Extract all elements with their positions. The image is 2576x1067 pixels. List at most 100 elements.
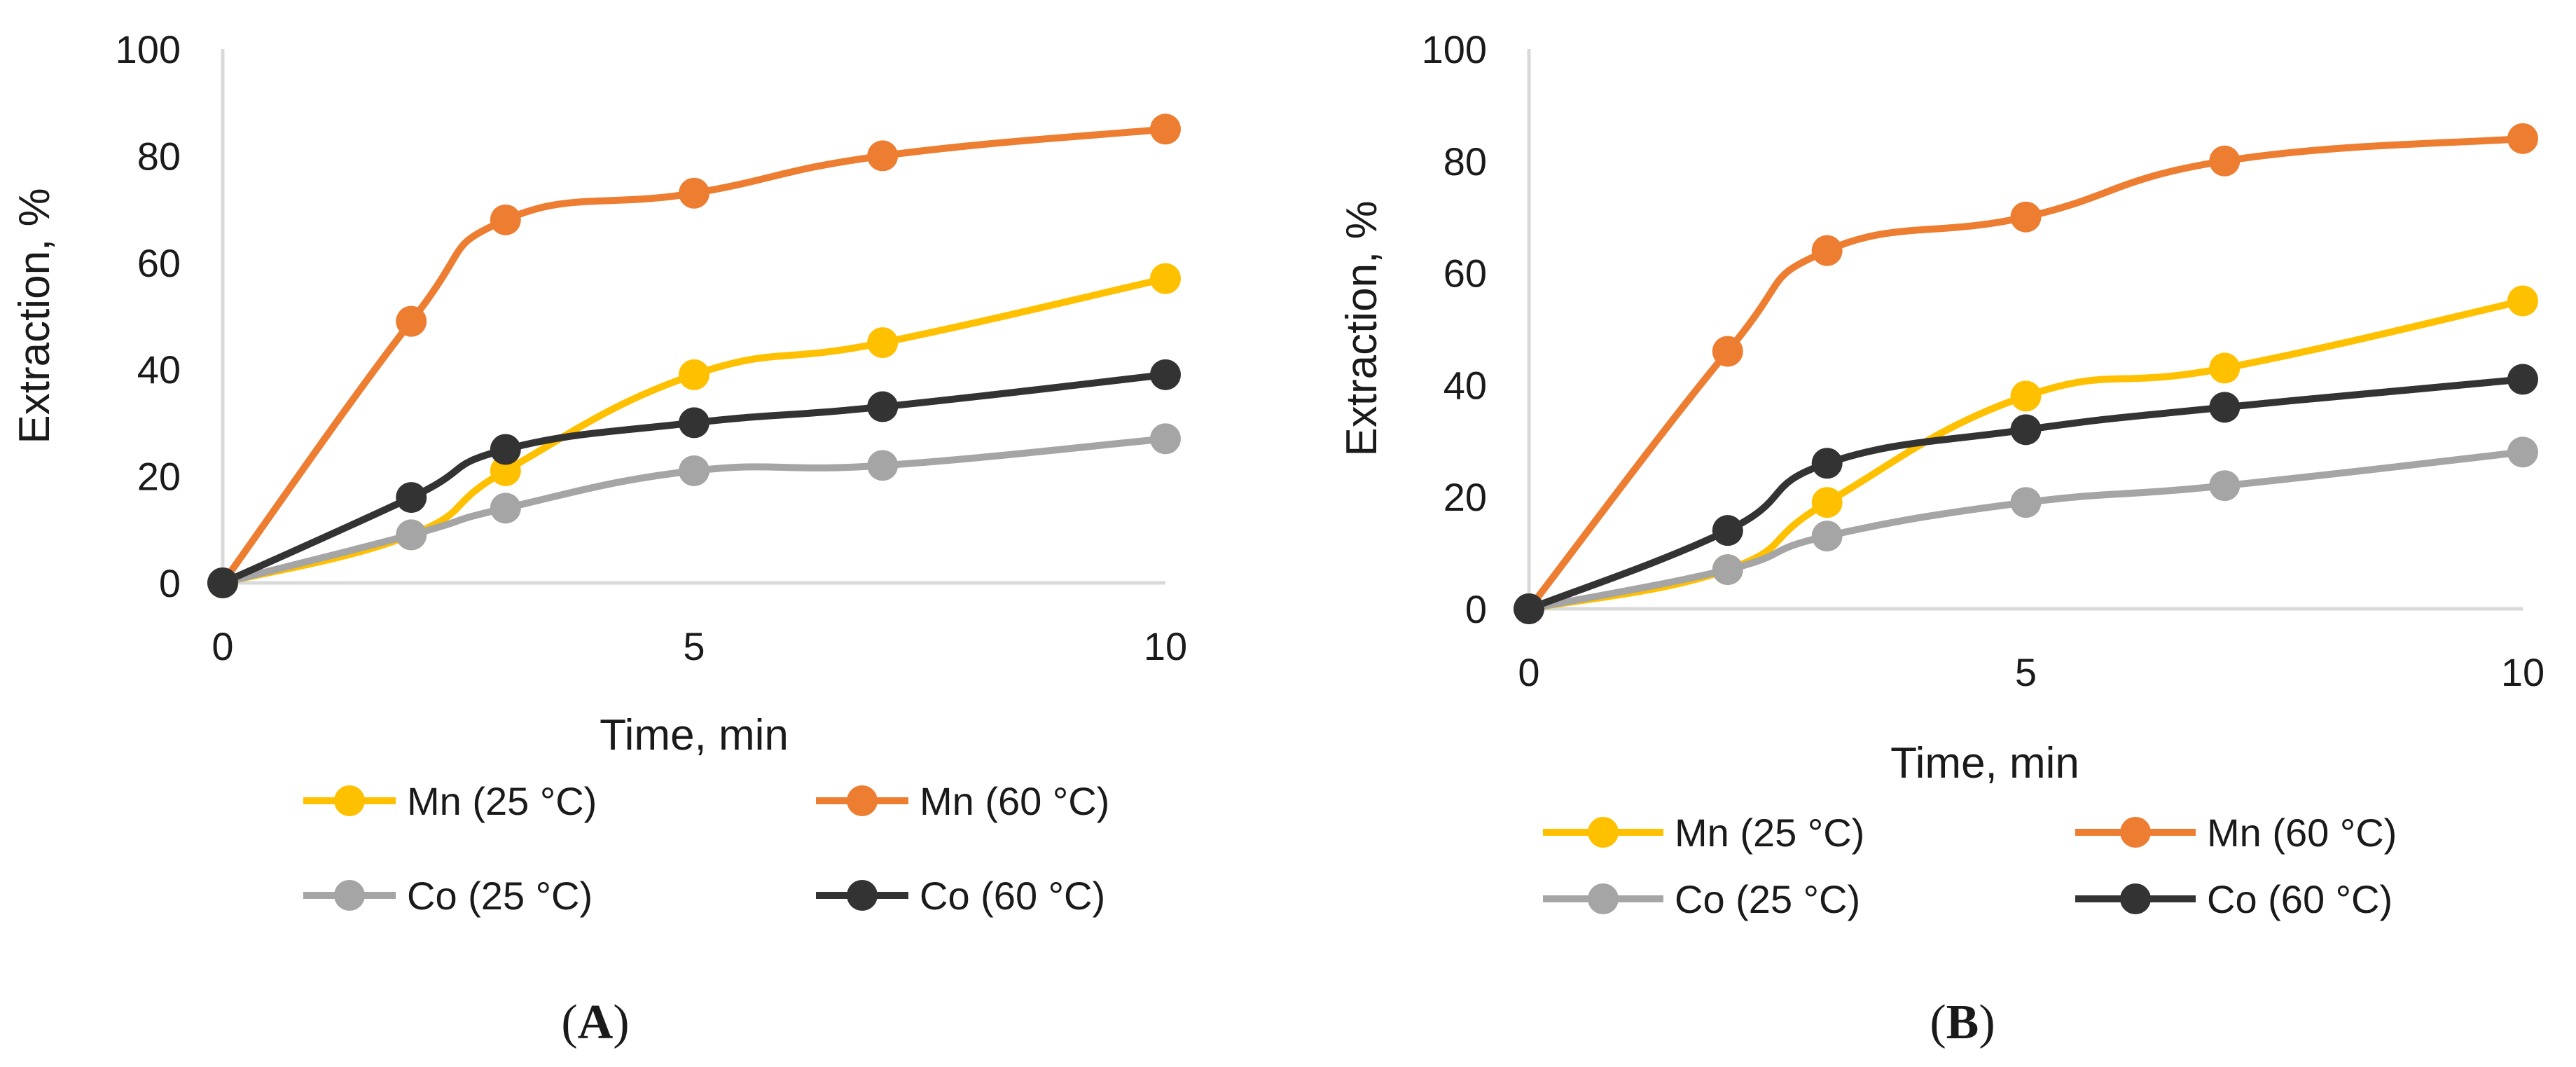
legend-marker [2120,883,2151,914]
chart-panel-a: 0 20 40 60 80 100 0 5 10 Extraction, % Time, mi… [11,27,1187,1049]
y-tick-labels: 0 20 40 60 80 100 [1422,27,1487,631]
data-point [2209,470,2241,502]
series-line [219,125,1169,586]
y-tick-label: 60 [1443,252,1487,296]
legend-marker [847,785,878,816]
legend-marker [847,880,878,911]
legend-marker [334,880,365,911]
legend-label: Mn (25 °C) [1675,811,1864,855]
data-point [1150,359,1181,390]
data-point [1712,336,1743,367]
data-point [679,455,709,486]
data-point [1811,487,1843,518]
y-tick-label: 40 [1443,363,1487,407]
data-point [2507,436,2538,468]
y-tick-label: 40 [137,347,181,392]
legend-item: Mn (25 °C) [1543,811,1864,855]
data-point [1150,263,1181,294]
legend-item: Co (25 °C) [1543,877,1860,921]
data-point [2209,145,2241,177]
legend-item: Co (25 °C) [303,874,593,918]
legend-label: Co (60 °C) [2207,877,2393,921]
data-point [2010,414,2042,446]
panel-label-letter: B [1946,996,1979,1049]
y-tick-label: 20 [1443,475,1487,519]
legend-marker [1588,883,1619,914]
y-tick-label: 100 [116,27,181,71]
data-point [396,519,427,551]
panel-label-open: ( [561,996,577,1049]
data-point [2010,487,2042,518]
data-point [2507,364,2538,395]
data-point [2209,392,2241,423]
x-tick-label: 5 [683,624,705,668]
legend-label: Co (60 °C) [920,874,1105,918]
data-point [490,455,521,486]
data-point [2209,352,2241,384]
data-point [207,567,238,598]
data-point [867,327,899,359]
data-point [490,204,521,235]
x-axis-title: Time, min [1890,739,2079,787]
data-point [490,493,521,524]
x-tick-label: 0 [212,624,233,668]
series-line [1525,448,2526,612]
legend-marker [334,785,365,816]
panel-label-open: ( [1930,996,1946,1049]
legend-label: Mn (60 °C) [2207,811,2397,855]
legend-marker [2120,817,2151,848]
data-point [679,177,709,209]
data-point [1514,593,1544,624]
chart-panel-b: 0 20 40 60 80 100 0 5 10 Extraction, % Time, mi… [1338,27,2544,1049]
y-tick-label: 0 [1465,587,1487,631]
data-point [2010,201,2042,233]
y-axis-title: Extraction, % [11,188,59,443]
legend: Mn (25 °C) Mn (60 °C) Co (25 °C) Co (60 … [1543,811,2397,921]
legend-item: Mn (25 °C) [303,779,597,823]
x-tick-label: 10 [1144,624,1187,668]
series-layer [1514,123,2538,624]
data-point [1811,448,1843,479]
data-point [490,434,521,465]
panel-label-close: ) [613,996,629,1049]
data-point [679,407,709,439]
data-point [867,450,899,481]
data-point [1811,521,1843,552]
series-layer [207,113,1181,598]
y-tick-label: 80 [137,134,181,178]
x-axis-title: Time, min [600,711,789,759]
data-point [867,391,899,422]
legend: Mn (25 °C) Mn (60 °C) Co (25 °C) Co (60 … [303,779,1109,918]
legend-item: Co (60 °C) [2075,877,2393,921]
data-point [1811,235,1843,266]
y-tick-labels: 0 20 40 60 80 100 [116,27,181,605]
series-line [1525,376,2526,612]
x-tick-label: 5 [2015,650,2037,694]
data-point [2010,380,2042,412]
data-point [396,482,427,514]
panel-label: (A) [561,996,629,1049]
series-line [1525,135,2526,612]
legend-label: Co (25 °C) [407,874,593,918]
data-point [1712,554,1743,586]
series-line [1525,297,2526,612]
data-point [2507,123,2538,154]
data-point [1150,423,1181,455]
y-axis-title: Extraction, % [1338,200,1386,456]
data-point [2507,285,2538,317]
panel-label-letter: A [578,996,614,1049]
data-point [1712,515,1743,546]
y-tick-label: 60 [137,241,181,285]
y-tick-label: 20 [137,455,181,499]
legend-label: Mn (25 °C) [407,779,597,823]
panel-label: (B) [1930,996,1995,1049]
panel-label-close: ) [1979,996,1995,1049]
data-point [867,140,899,172]
data-point [1150,113,1181,145]
series-line [219,435,1169,586]
y-tick-label: 0 [159,561,181,605]
y-tick-label: 80 [1443,139,1487,184]
x-tick-label: 0 [1518,650,1539,694]
x-tick-label: 10 [2501,650,2544,694]
